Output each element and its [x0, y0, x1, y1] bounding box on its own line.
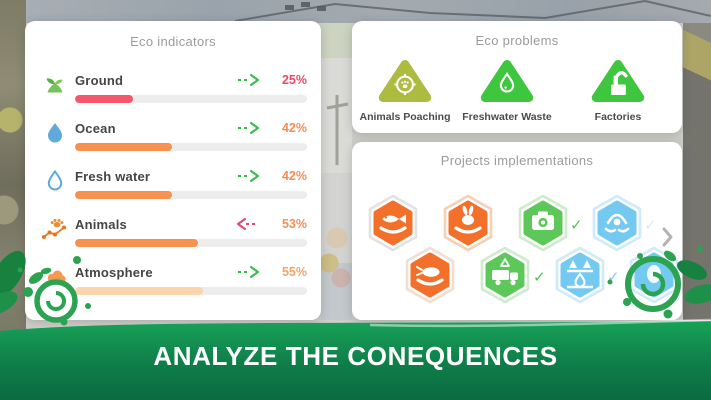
progress-track [75, 95, 307, 103]
problem-label: Freshwater Waste [462, 111, 552, 123]
trend-arrow-svg [238, 74, 259, 86]
factory-icon [591, 60, 645, 102]
progress-track [75, 191, 307, 199]
indicator-row-ground: Ground 25% [35, 71, 307, 103]
indicator-body: Ground 25% [75, 71, 307, 103]
progress-track [75, 239, 307, 247]
progress-fill [75, 143, 173, 151]
camera-trap-icon [518, 194, 568, 252]
eco-indicators-title: Eco indicators [130, 34, 216, 49]
water-drop-outline-svg [47, 169, 63, 191]
project-insect-care[interactable] [403, 245, 457, 305]
wildlife-care-icon [592, 194, 642, 252]
project-fish-release[interactable] [366, 193, 420, 253]
project-rabbit-care[interactable] [441, 193, 495, 253]
indicator-label: Atmosphere [75, 264, 153, 280]
background-gap [321, 23, 352, 320]
sprout-icon-svg [46, 78, 63, 93]
project-camera-trap[interactable] [516, 193, 570, 253]
indicator-row-animals: Animals 53% [35, 215, 307, 247]
forest-water-icon [555, 246, 605, 304]
trend-arrow-svg [238, 266, 259, 278]
banner-background [0, 318, 711, 400]
project-recycling-truck[interactable] [478, 245, 532, 305]
fish-in-hand-icon [368, 194, 418, 252]
projects-title: Projects implementations [440, 153, 594, 168]
indicator-body: Animals 53% [75, 215, 307, 247]
problem-freshwater-waste[interactable]: Freshwater Waste [449, 58, 565, 123]
check-icon: ✓ [533, 269, 546, 286]
indicator-rows: Ground 25% [25, 49, 321, 295]
poaching-target-paw-icon [378, 60, 432, 102]
projects-panel: Projects implementations [352, 142, 682, 320]
problem-label: Animals Poaching [359, 111, 451, 123]
project-wildlife-care[interactable] [590, 193, 644, 253]
progress-fill [75, 191, 173, 199]
problem-factories[interactable]: Factories [559, 58, 677, 123]
trend-right-arrow-icon [235, 121, 261, 135]
indicator-percent: 53% [281, 217, 307, 231]
trend-arrow-svg [237, 218, 258, 230]
indicator-body: Atmosphere 55% [75, 263, 307, 295]
trend-arrow-svg [238, 122, 259, 134]
indicator-percent: 42% [281, 121, 307, 135]
project-forest-water[interactable] [553, 245, 607, 305]
indicator-percent: 42% [281, 169, 307, 183]
water-drop-outline-icon [35, 167, 75, 194]
indicator-row-ocean: Ocean 42% [35, 119, 307, 151]
indicator-label: Ground [75, 72, 124, 88]
indicator-row-fresh-water: Fresh water 42% [35, 167, 307, 199]
progress-fill [75, 287, 203, 295]
eco-problems-title: Eco problems [475, 33, 559, 48]
paw-trend-icon [35, 215, 75, 242]
progress-fill [75, 239, 198, 247]
progress-track [75, 287, 307, 295]
indicator-body: Ocean 42% [75, 119, 307, 151]
problem-animals-poaching[interactable]: Animals Poaching [355, 58, 455, 123]
recycling-truck-icon [480, 246, 530, 304]
eco-problems-panel: Eco problems Animals Poaching Freshwater… [352, 21, 682, 133]
indicator-label: Fresh water [75, 168, 151, 184]
indicator-label: Ocean [75, 120, 116, 136]
power-lines-decoration [234, 0, 711, 165]
progress-track [75, 143, 307, 151]
trend-right-arrow-icon [235, 265, 261, 279]
trend-left-arrow-icon [235, 217, 261, 231]
indicator-label: Animals [75, 216, 127, 232]
trend-arrow-svg [238, 170, 259, 182]
chevron-right-icon[interactable] [661, 226, 674, 253]
indicator-body: Fresh water 42% [75, 167, 307, 199]
banner-title: ANALYZE THE CONEQUENCES [153, 341, 558, 371]
trend-right-arrow-icon [235, 73, 261, 87]
water-drop-icon [35, 119, 75, 146]
progress-fill [75, 95, 133, 103]
problem-label: Factories [594, 111, 642, 123]
water-drop-svg [48, 123, 62, 143]
trend-right-arrow-icon [235, 169, 261, 183]
eco-indicators-panel: Eco indicators Ground [25, 21, 321, 320]
check-icon: ✓ [570, 217, 583, 234]
rabbit-in-hand-icon [443, 194, 493, 252]
beetle-in-hand-icon [405, 246, 455, 304]
paw-trend-svg [42, 218, 66, 239]
chevron-right-svg [662, 227, 673, 247]
check-icon: ✓ [644, 217, 657, 234]
indicator-percent: 25% [281, 73, 307, 87]
indicator-row-atmosphere: Atmosphere 55% [35, 263, 307, 295]
water-drop-badge-icon [480, 60, 534, 102]
sprout-icon [35, 71, 75, 98]
leaf-swirl-decoration-left [0, 250, 91, 326]
indicator-percent: 55% [281, 265, 307, 279]
